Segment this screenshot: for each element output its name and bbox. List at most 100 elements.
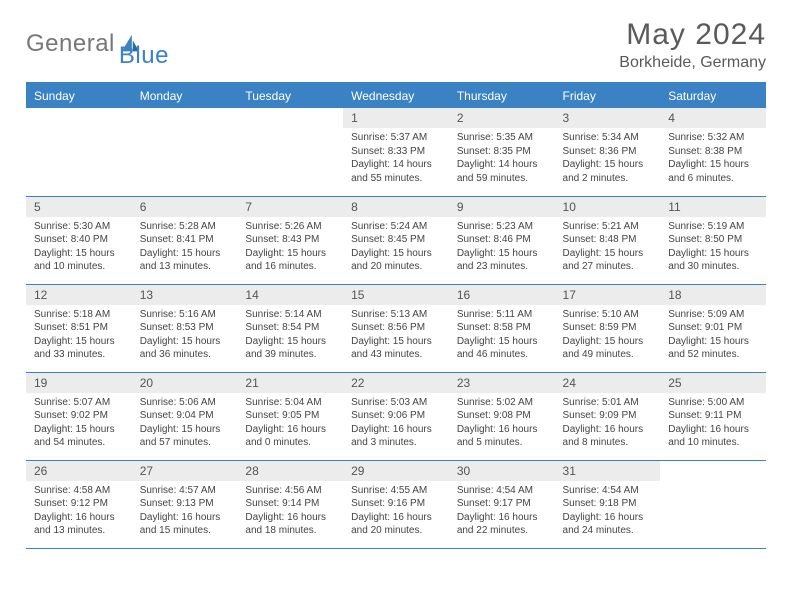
day-number: 2	[449, 108, 555, 128]
day-content: Sunrise: 5:23 AMSunset: 8:46 PMDaylight:…	[449, 217, 555, 278]
calendar-day: 2Sunrise: 5:35 AMSunset: 8:35 PMDaylight…	[449, 108, 555, 196]
day-content: Sunrise: 4:54 AMSunset: 9:17 PMDaylight:…	[449, 481, 555, 542]
day-content: Sunrise: 5:14 AMSunset: 8:54 PMDaylight:…	[237, 305, 343, 366]
weekday-header: Thursday	[449, 83, 555, 108]
header: General Blue May 2024 Borkheide, Germany	[26, 18, 766, 72]
day-content: Sunrise: 5:13 AMSunset: 8:56 PMDaylight:…	[343, 305, 449, 366]
day-number: 21	[237, 373, 343, 393]
day-number: 5	[26, 197, 132, 217]
day-number: 18	[660, 285, 766, 305]
day-number: 15	[343, 285, 449, 305]
calendar-day: 1Sunrise: 5:37 AMSunset: 8:33 PMDaylight…	[343, 108, 449, 196]
calendar-row: 26Sunrise: 4:58 AMSunset: 9:12 PMDayligh…	[26, 460, 766, 548]
day-number: 11	[660, 197, 766, 217]
calendar-table: SundayMondayTuesdayWednesdayThursdayFrid…	[26, 82, 766, 549]
day-content: Sunrise: 4:54 AMSunset: 9:18 PMDaylight:…	[555, 481, 661, 542]
day-number: 25	[660, 373, 766, 393]
day-content: Sunrise: 5:28 AMSunset: 8:41 PMDaylight:…	[132, 217, 238, 278]
calendar-day: 12Sunrise: 5:18 AMSunset: 8:51 PMDayligh…	[26, 284, 132, 372]
day-content: Sunrise: 5:09 AMSunset: 9:01 PMDaylight:…	[660, 305, 766, 366]
day-content: Sunrise: 5:02 AMSunset: 9:08 PMDaylight:…	[449, 393, 555, 454]
calendar-body: 1Sunrise: 5:37 AMSunset: 8:33 PMDaylight…	[26, 108, 766, 548]
calendar-day: 20Sunrise: 5:06 AMSunset: 9:04 PMDayligh…	[132, 372, 238, 460]
weekday-header: Friday	[555, 83, 661, 108]
weekday-header-row: SundayMondayTuesdayWednesdayThursdayFrid…	[26, 83, 766, 108]
calendar-day: 4Sunrise: 5:32 AMSunset: 8:38 PMDaylight…	[660, 108, 766, 196]
day-content: Sunrise: 5:24 AMSunset: 8:45 PMDaylight:…	[343, 217, 449, 278]
calendar-day: 25Sunrise: 5:00 AMSunset: 9:11 PMDayligh…	[660, 372, 766, 460]
calendar-day: 23Sunrise: 5:02 AMSunset: 9:08 PMDayligh…	[449, 372, 555, 460]
day-content: Sunrise: 5:35 AMSunset: 8:35 PMDaylight:…	[449, 128, 555, 189]
day-number: 6	[132, 197, 238, 217]
day-content: Sunrise: 5:00 AMSunset: 9:11 PMDaylight:…	[660, 393, 766, 454]
weekday-header: Wednesday	[343, 83, 449, 108]
calendar-day: 15Sunrise: 5:13 AMSunset: 8:56 PMDayligh…	[343, 284, 449, 372]
day-content: Sunrise: 5:32 AMSunset: 8:38 PMDaylight:…	[660, 128, 766, 189]
weekday-header: Saturday	[660, 83, 766, 108]
calendar-day: 28Sunrise: 4:56 AMSunset: 9:14 PMDayligh…	[237, 460, 343, 548]
day-number: 16	[449, 285, 555, 305]
day-content: Sunrise: 5:03 AMSunset: 9:06 PMDaylight:…	[343, 393, 449, 454]
day-content: Sunrise: 5:21 AMSunset: 8:48 PMDaylight:…	[555, 217, 661, 278]
calendar-empty	[237, 108, 343, 196]
calendar-day: 8Sunrise: 5:24 AMSunset: 8:45 PMDaylight…	[343, 196, 449, 284]
calendar-day: 14Sunrise: 5:14 AMSunset: 8:54 PMDayligh…	[237, 284, 343, 372]
day-content: Sunrise: 4:57 AMSunset: 9:13 PMDaylight:…	[132, 481, 238, 542]
calendar-empty	[132, 108, 238, 196]
calendar-day: 10Sunrise: 5:21 AMSunset: 8:48 PMDayligh…	[555, 196, 661, 284]
day-content: Sunrise: 5:11 AMSunset: 8:58 PMDaylight:…	[449, 305, 555, 366]
day-number: 8	[343, 197, 449, 217]
day-number: 1	[343, 108, 449, 128]
day-number: 29	[343, 461, 449, 481]
weekday-header: Monday	[132, 83, 238, 108]
calendar-day: 17Sunrise: 5:10 AMSunset: 8:59 PMDayligh…	[555, 284, 661, 372]
day-number: 3	[555, 108, 661, 128]
day-number: 31	[555, 461, 661, 481]
day-content: Sunrise: 5:18 AMSunset: 8:51 PMDaylight:…	[26, 305, 132, 366]
month-title: May 2024	[619, 18, 766, 52]
calendar-row: 19Sunrise: 5:07 AMSunset: 9:02 PMDayligh…	[26, 372, 766, 460]
day-number: 12	[26, 285, 132, 305]
calendar-day: 18Sunrise: 5:09 AMSunset: 9:01 PMDayligh…	[660, 284, 766, 372]
day-number: 20	[132, 373, 238, 393]
day-number: 9	[449, 197, 555, 217]
day-number: 4	[660, 108, 766, 128]
logo: General Blue	[26, 18, 169, 70]
weekday-header: Tuesday	[237, 83, 343, 108]
day-number: 23	[449, 373, 555, 393]
calendar-row: 1Sunrise: 5:37 AMSunset: 8:33 PMDaylight…	[26, 108, 766, 196]
day-content: Sunrise: 5:07 AMSunset: 9:02 PMDaylight:…	[26, 393, 132, 454]
calendar-day: 13Sunrise: 5:16 AMSunset: 8:53 PMDayligh…	[132, 284, 238, 372]
day-number: 13	[132, 285, 238, 305]
calendar-day: 5Sunrise: 5:30 AMSunset: 8:40 PMDaylight…	[26, 196, 132, 284]
calendar-day: 6Sunrise: 5:28 AMSunset: 8:41 PMDaylight…	[132, 196, 238, 284]
day-number: 26	[26, 461, 132, 481]
day-content: Sunrise: 5:34 AMSunset: 8:36 PMDaylight:…	[555, 128, 661, 189]
calendar-day: 7Sunrise: 5:26 AMSunset: 8:43 PMDaylight…	[237, 196, 343, 284]
day-content: Sunrise: 5:01 AMSunset: 9:09 PMDaylight:…	[555, 393, 661, 454]
calendar-row: 12Sunrise: 5:18 AMSunset: 8:51 PMDayligh…	[26, 284, 766, 372]
calendar-day: 29Sunrise: 4:55 AMSunset: 9:16 PMDayligh…	[343, 460, 449, 548]
day-content: Sunrise: 5:06 AMSunset: 9:04 PMDaylight:…	[132, 393, 238, 454]
day-content: Sunrise: 5:10 AMSunset: 8:59 PMDaylight:…	[555, 305, 661, 366]
calendar-day: 3Sunrise: 5:34 AMSunset: 8:36 PMDaylight…	[555, 108, 661, 196]
calendar-day: 11Sunrise: 5:19 AMSunset: 8:50 PMDayligh…	[660, 196, 766, 284]
location: Borkheide, Germany	[619, 54, 766, 72]
calendar-day: 30Sunrise: 4:54 AMSunset: 9:17 PMDayligh…	[449, 460, 555, 548]
day-number: 30	[449, 461, 555, 481]
calendar-day: 26Sunrise: 4:58 AMSunset: 9:12 PMDayligh…	[26, 460, 132, 548]
calendar-day: 27Sunrise: 4:57 AMSunset: 9:13 PMDayligh…	[132, 460, 238, 548]
day-number: 10	[555, 197, 661, 217]
day-content: Sunrise: 4:58 AMSunset: 9:12 PMDaylight:…	[26, 481, 132, 542]
day-content: Sunrise: 5:16 AMSunset: 8:53 PMDaylight:…	[132, 305, 238, 366]
logo-text-gray: General	[26, 30, 115, 58]
day-content: Sunrise: 5:19 AMSunset: 8:50 PMDaylight:…	[660, 217, 766, 278]
calendar-day: 24Sunrise: 5:01 AMSunset: 9:09 PMDayligh…	[555, 372, 661, 460]
calendar-day: 31Sunrise: 4:54 AMSunset: 9:18 PMDayligh…	[555, 460, 661, 548]
calendar-day: 19Sunrise: 5:07 AMSunset: 9:02 PMDayligh…	[26, 372, 132, 460]
day-number: 14	[237, 285, 343, 305]
calendar-day: 22Sunrise: 5:03 AMSunset: 9:06 PMDayligh…	[343, 372, 449, 460]
calendar-empty	[660, 460, 766, 548]
day-content: Sunrise: 5:26 AMSunset: 8:43 PMDaylight:…	[237, 217, 343, 278]
day-number: 28	[237, 461, 343, 481]
